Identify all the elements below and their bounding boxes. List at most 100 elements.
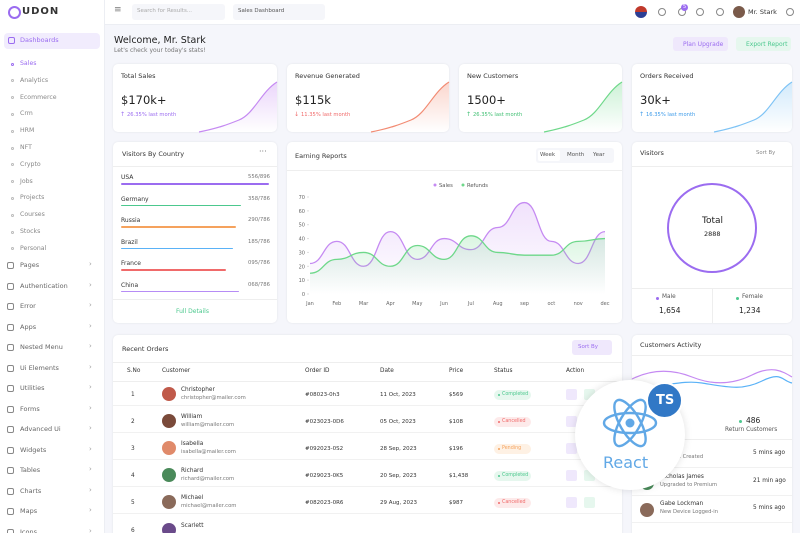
- customer-avatar: [162, 468, 176, 482]
- edit-button[interactable]: [566, 416, 577, 427]
- tab[interactable]: Month: [565, 150, 587, 161]
- header-icon[interactable]: [696, 8, 704, 16]
- legend-dot: [433, 183, 437, 187]
- welcome-subtitle: Let's check your today's stats!: [114, 47, 206, 54]
- sub-item[interactable]: Personal: [20, 244, 47, 252]
- full-details[interactable]: Full Details: [176, 308, 209, 315]
- row-number: 6: [131, 528, 135, 533]
- sort-button[interactable]: Sort By: [572, 340, 612, 355]
- menu-item[interactable]: Authentication: [20, 281, 68, 290]
- menu-chevron: ›: [89, 403, 92, 412]
- y-tick-label: 20: [299, 264, 305, 270]
- ts-label: TS: [656, 393, 675, 408]
- menu-icon: [7, 282, 14, 290]
- sub-item[interactable]: Ecommerce: [20, 93, 57, 101]
- country-bar: [121, 204, 241, 206]
- visitors-sort[interactable]: Sort By: [756, 150, 776, 156]
- edit-button[interactable]: [566, 497, 577, 508]
- user-name[interactable]: Mr. Stark: [748, 8, 777, 16]
- menu-item[interactable]: Apps: [20, 322, 37, 331]
- customer-avatar: [162, 441, 176, 455]
- menu-item[interactable]: Advanced Ui: [20, 425, 61, 433]
- tab[interactable]: Week: [538, 150, 560, 161]
- menu-item[interactable]: Maps: [20, 507, 38, 515]
- search-box[interactable]: Search for Results...: [132, 4, 225, 20]
- header-icon[interactable]: [786, 8, 794, 16]
- x-tick-label: Jan: [305, 301, 314, 307]
- menu-icon: [7, 446, 14, 454]
- tab[interactable]: Year: [591, 150, 613, 161]
- header-icon[interactable]: [658, 8, 666, 16]
- country-count: 185/786: [248, 238, 271, 245]
- flag[interactable]: [635, 6, 647, 18]
- y-tick-label: 60: [299, 209, 305, 215]
- menu-icon: [7, 344, 14, 351]
- sub-item[interactable]: HRM: [20, 127, 35, 135]
- order-date: 20 Sep, 2023: [380, 473, 417, 479]
- sub-item[interactable]: Projects: [20, 194, 45, 202]
- x-tick-label: May: [412, 301, 422, 307]
- section-label[interactable]: Dashboards: [20, 36, 59, 44]
- donut-label: Total: [702, 216, 724, 226]
- delete-button[interactable]: [584, 470, 595, 481]
- menu-item[interactable]: Nested Menu: [20, 343, 63, 351]
- activity-time: 5 mins ago: [753, 450, 786, 456]
- customer-name: Michael: [181, 495, 204, 501]
- avatar[interactable]: [733, 6, 745, 18]
- menu-chevron: ›: [89, 342, 92, 350]
- activity-time: 5 mins ago: [753, 505, 786, 511]
- sub-item[interactable]: Courses: [20, 211, 45, 219]
- badge-count: 5: [683, 4, 687, 10]
- customer-email: isabella@mailer.com: [181, 449, 236, 455]
- country-title: Visitors By Country: [122, 150, 185, 158]
- welcome-title: Welcome, Mr. Stark: [114, 35, 206, 46]
- divider: [113, 432, 622, 433]
- edit-button[interactable]: [566, 443, 577, 454]
- react-label: React: [603, 453, 649, 472]
- sub-item[interactable]: Analytics: [20, 76, 49, 84]
- country-count: 358/786: [248, 195, 271, 202]
- row-number: 4: [131, 473, 135, 479]
- menu-item[interactable]: Tables: [20, 466, 41, 474]
- menu-item[interactable]: Forms: [20, 404, 40, 413]
- order-price: $569: [449, 392, 463, 398]
- button[interactable]: Plan Upgrade: [673, 37, 728, 51]
- menu-item[interactable]: Utilities: [20, 384, 45, 392]
- menu-item[interactable]: Charts: [20, 486, 42, 495]
- sub-item[interactable]: Crm: [20, 110, 33, 118]
- sparkline-area: [544, 82, 622, 132]
- sub-item[interactable]: NFT: [20, 144, 32, 151]
- sparkline-line: [370, 81, 450, 133]
- more[interactable]: ···: [259, 147, 267, 156]
- button[interactable]: Export Report: [736, 37, 791, 51]
- edit-button[interactable]: [566, 470, 577, 481]
- dropdown[interactable]: Sales Dashboard: [233, 4, 325, 20]
- sparkline: [543, 81, 623, 133]
- tab-label: Week: [540, 152, 556, 158]
- delete-button[interactable]: [584, 389, 595, 400]
- customer-email: william@mailer.com: [181, 422, 235, 428]
- menu-item[interactable]: Icons: [20, 527, 37, 533]
- divider: [113, 513, 622, 514]
- sub-item[interactable]: Jobs: [20, 177, 33, 185]
- country-bar: [121, 183, 269, 185]
- stat-value: $115k: [295, 93, 331, 107]
- x-tick-label: Feb: [332, 301, 341, 307]
- menu-item[interactable]: Widgets: [20, 445, 47, 454]
- sub-item[interactable]: Sales: [20, 60, 37, 67]
- delete-button[interactable]: [584, 497, 595, 508]
- menu-item[interactable]: Error: [20, 302, 36, 310]
- sub-item[interactable]: Crypto: [20, 160, 41, 168]
- menu-item[interactable]: Pages: [20, 261, 40, 269]
- activity-title: Customers Activity: [640, 341, 702, 349]
- section-active[interactable]: [4, 33, 100, 49]
- activity-detail: Upgraded to Premium: [660, 481, 718, 488]
- divider: [287, 170, 622, 171]
- edit-button[interactable]: [566, 389, 577, 400]
- header-icon[interactable]: [716, 8, 724, 16]
- legend-dot: [656, 297, 659, 300]
- menu-toggle[interactable]: ≡: [114, 5, 122, 15]
- sub-item[interactable]: Stocks: [20, 228, 41, 235]
- menu-item[interactable]: Ui Elements: [20, 363, 59, 372]
